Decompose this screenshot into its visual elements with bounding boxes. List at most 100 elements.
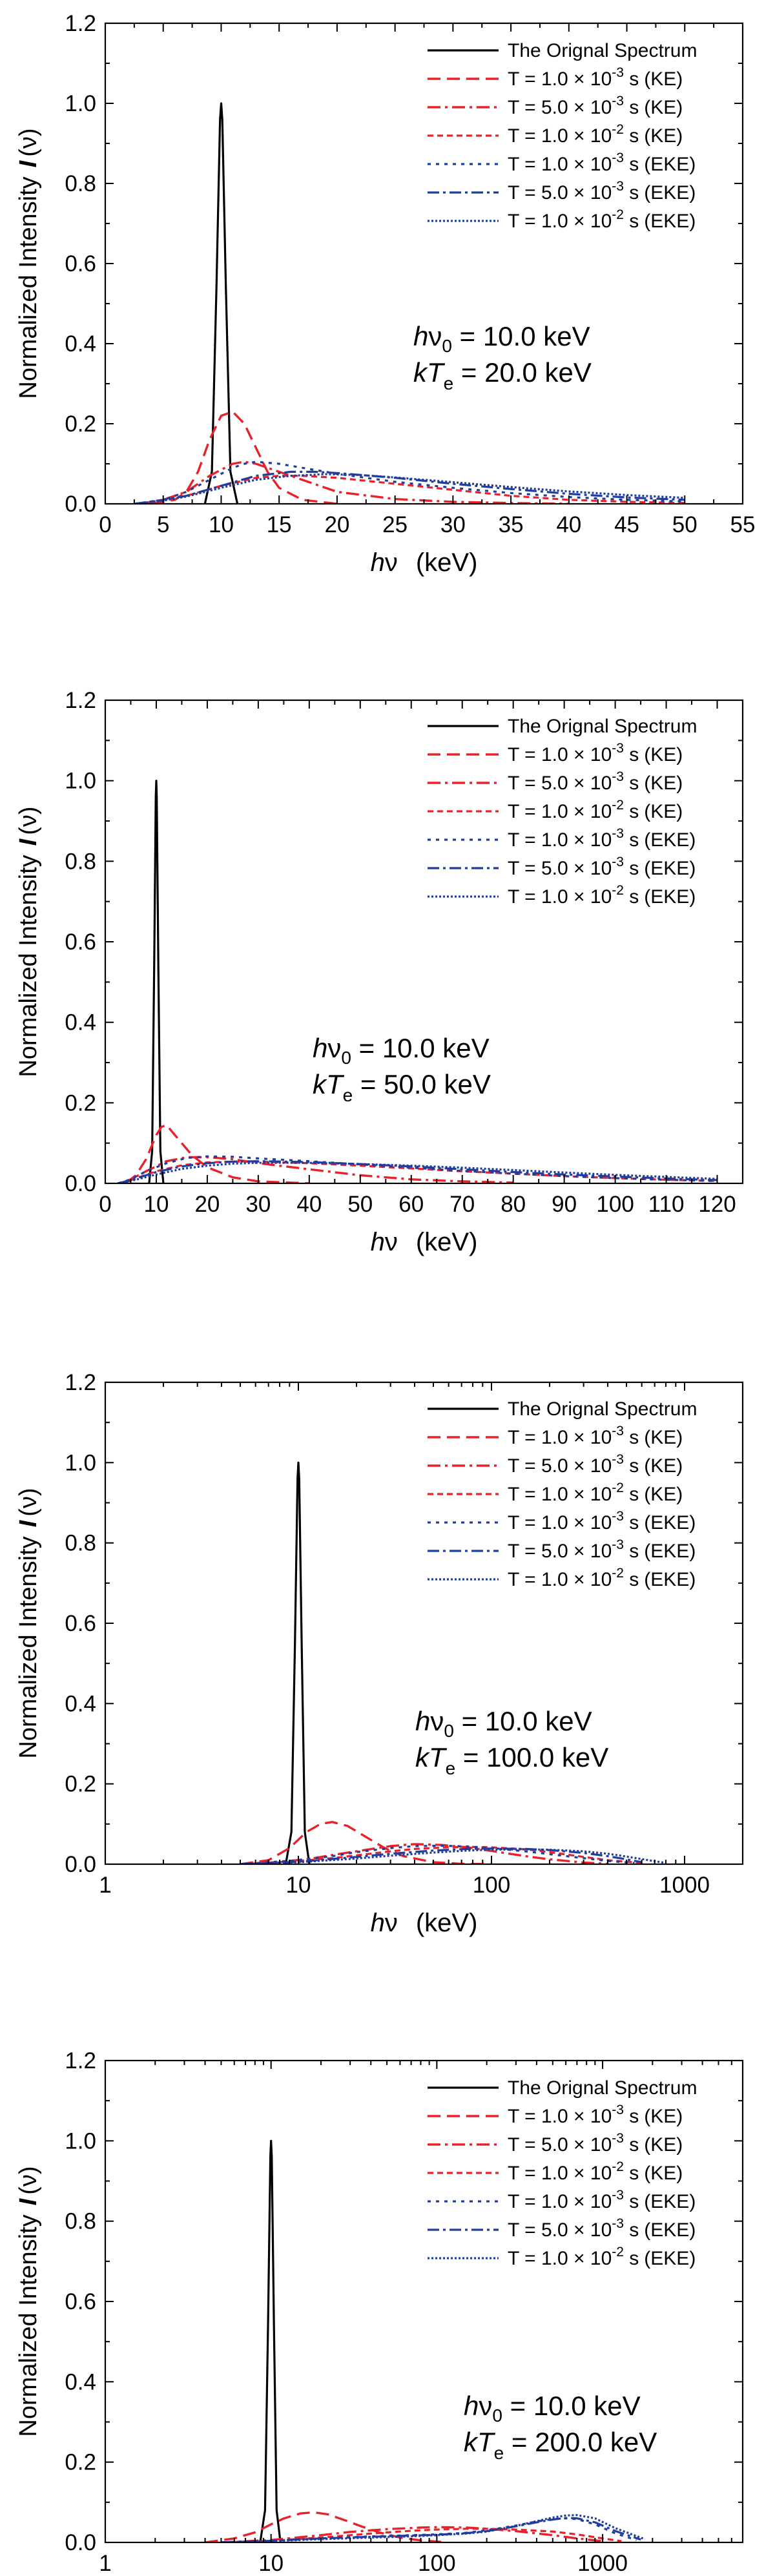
legend-mantissa: 1.0 <box>541 2191 568 2212</box>
series-line-2 <box>221 2526 603 2542</box>
legend-mantissa: 5.0 <box>541 858 568 879</box>
ann-k: k <box>313 1069 327 1099</box>
ann-T: T <box>427 357 446 388</box>
legend-tag: (KE) <box>644 2106 683 2127</box>
ann-hnu0-value: 10.0 <box>483 321 536 351</box>
x-tick-label: 60 <box>398 1192 424 1217</box>
legend-mantissa: 1.0 <box>541 125 568 147</box>
legend-mantissa: 1.0 <box>541 154 568 175</box>
x-tick-label: 55 <box>730 512 756 537</box>
legend-mantissa: 5.0 <box>541 1541 568 1562</box>
legend-text: The Orignal Spectrum <box>508 1398 697 1420</box>
legend-tag: (KE) <box>644 744 683 765</box>
legend-prefix: T = <box>508 1541 541 1562</box>
y-tick-label: 0.2 <box>65 1772 96 1797</box>
y-axis-label-text: Normalized Intensity <box>15 855 42 1077</box>
legend-label-6: T = 1.0 × 10-2 s (EKE) <box>508 2245 696 2269</box>
x-axis-label-unit: (keV) <box>416 548 478 577</box>
legend-label-4: T = 1.0 × 10-3 s (EKE) <box>508 2188 696 2212</box>
legend-unit: s <box>624 744 639 765</box>
x-axis-label-h: h <box>371 1909 385 1937</box>
y-axis-label: Normalized Intensity I (ν) <box>15 2166 42 2436</box>
series-line-1 <box>125 1123 309 1183</box>
series-line-6 <box>240 1848 666 1864</box>
annotation-photon-energy: hν0 = 10.0 keV <box>313 1033 490 1068</box>
legend-times: × 10 <box>568 68 612 90</box>
legend-exponent: -3 <box>612 855 624 869</box>
legend-prefix: T = <box>508 2163 541 2184</box>
legend-label-2: T = 5.0 × 10-3 s (KE) <box>508 769 683 794</box>
series-line-6 <box>221 2514 646 2542</box>
legend-exponent: -3 <box>612 1537 624 1552</box>
y-tick-label: 0.8 <box>65 2209 96 2234</box>
x-tick-label: 100 <box>596 1192 634 1217</box>
x-tick-label: 80 <box>501 1192 526 1217</box>
ann-k: k <box>464 2427 479 2457</box>
legend-mantissa: 5.0 <box>541 773 568 794</box>
legend-times: × 10 <box>568 829 612 851</box>
y-axis-label-func: I <box>15 2197 42 2205</box>
legend-times: × 10 <box>568 1455 612 1477</box>
legend-label-6: T = 1.0 × 10-2 s (EKE) <box>508 207 696 232</box>
y-tick-label: 0.6 <box>65 930 96 955</box>
legend-label-1: T = 1.0 × 10-3 s (KE) <box>508 741 683 765</box>
legend-mantissa: 5.0 <box>541 1455 568 1477</box>
legend-unit: s <box>624 829 639 851</box>
legend-exponent: -3 <box>612 2188 624 2203</box>
legend-label-original: The Orignal Spectrum <box>508 40 697 61</box>
y-axis-label-arg: (ν) <box>15 2166 42 2194</box>
legend-tag: (EKE) <box>644 2248 696 2269</box>
series-line-6 <box>118 1161 718 1183</box>
x-axis-label-nu: ν <box>385 1909 398 1937</box>
ann-T: T <box>429 1742 448 1772</box>
series-line-5 <box>240 1847 642 1864</box>
y-axis-label-arg: (ν) <box>15 806 42 835</box>
legend-text: The Orignal Spectrum <box>508 716 697 737</box>
ann-sub0: 0 <box>341 1048 351 1068</box>
x-tick-label: 1 <box>99 1873 111 1898</box>
legend-label-original: The Orignal Spectrum <box>508 1398 697 1420</box>
legend-tag: (KE) <box>644 97 683 118</box>
ann-sube: e <box>343 1085 353 1105</box>
legend-times: × 10 <box>568 801 612 822</box>
legend-exponent: -3 <box>612 769 624 784</box>
y-tick-label: 1.0 <box>65 1450 96 1475</box>
x-axis-label-nu: ν <box>385 1228 398 1256</box>
legend-prefix: T = <box>508 829 541 851</box>
series-group <box>134 102 685 504</box>
legend-times: × 10 <box>568 858 612 879</box>
ann-kte-value: 100.0 <box>486 1742 554 1772</box>
legend-label-3: T = 1.0 × 10-2 s (KE) <box>508 122 683 147</box>
legend-times: × 10 <box>568 1484 612 1505</box>
x-tick-label: 50 <box>672 512 698 537</box>
ann-T: T <box>326 1069 345 1099</box>
y-axis-label: Normalized Intensity I (ν) <box>15 806 42 1077</box>
legend-label-original: The Orignal Spectrum <box>508 2077 697 2099</box>
legend-unit: s <box>624 801 639 822</box>
x-tick-label: 70 <box>450 1192 475 1217</box>
x-tick-label: 40 <box>556 512 581 537</box>
legend-unit: s <box>624 1569 639 1590</box>
legend-label-6: T = 1.0 × 10-2 s (EKE) <box>508 883 696 908</box>
y-tick-label: 0.8 <box>65 849 96 874</box>
y-axis-label-arg: (ν) <box>15 128 42 156</box>
legend-label-5: T = 5.0 × 10-3 s (EKE) <box>508 179 696 203</box>
legend-prefix: T = <box>508 744 541 765</box>
legend-mantissa: 1.0 <box>541 2106 568 2127</box>
annotation-temperature: kTe = 20.0 keV <box>413 357 592 393</box>
ann-unit: keV <box>536 321 590 351</box>
legend-label-3: T = 1.0 × 10-2 s (KE) <box>508 2159 683 2184</box>
chart-2: 0.0 0.2 0.4 0.6 0.8 1.0 1.2 0 10 20 30 40 50 60 70 80 90… <box>15 688 744 1256</box>
y-tick-label: 0.4 <box>65 331 96 357</box>
legend-exponent: -3 <box>612 1509 624 1524</box>
plot-frame <box>104 1381 744 1865</box>
x-tick-label: 50 <box>347 1192 373 1217</box>
y-tick-label: 0.2 <box>65 411 96 437</box>
legend-times: × 10 <box>568 125 612 147</box>
legend-mantissa: 1.0 <box>541 1427 568 1448</box>
legend-tag: (EKE) <box>644 2191 696 2212</box>
ann-h: h <box>464 2391 479 2421</box>
x-axis-label: hν (keV) <box>371 548 478 577</box>
